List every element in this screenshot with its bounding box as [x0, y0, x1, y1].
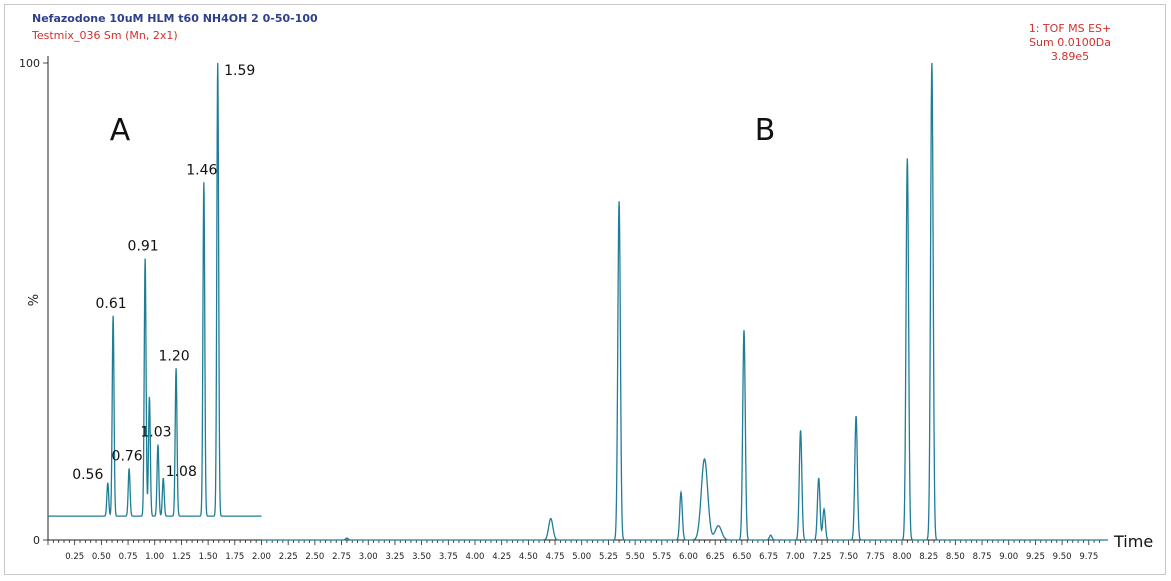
x-tick-label: 7.50 [839, 552, 858, 562]
x-tick-label: 0.25 [65, 552, 84, 562]
scan-function-label: 1: TOF MS ES+ [1028, 22, 1112, 35]
chromatogram-trace-a [48, 62, 262, 517]
x-tick-label: 8.50 [946, 552, 965, 562]
chart-subtitle: Testmix_036 Sm (Mn, 2x1) [32, 29, 178, 42]
x-tick-label: 2.00 [252, 552, 271, 562]
section-label-b: B [755, 113, 776, 148]
peak-label: 0.56 [72, 467, 103, 483]
peak-label: 0.76 [112, 448, 143, 464]
x-tick-label: 3.00 [359, 552, 378, 562]
peak-label: 1.08 [166, 464, 197, 480]
x-tick-label: 2.75 [332, 552, 351, 562]
x-tick-label: 7.75 [866, 552, 885, 562]
x-tick-label: 9.25 [1026, 552, 1045, 562]
chromatogram-trace-b [261, 62, 1108, 541]
x-tick-label: 6.25 [706, 552, 725, 562]
x-tick-label: 8.25 [919, 552, 938, 562]
x-tick-label: 5.25 [599, 552, 618, 562]
intensity-label: 3.89e5 [1050, 50, 1090, 63]
mass-window-label: Sum 0.0100Da [1029, 36, 1111, 49]
y-tick-label: 100 [19, 57, 40, 70]
x-tick-label: 4.00 [466, 552, 485, 562]
peak-label: 1.03 [140, 425, 171, 441]
x-tick-label: 7.00 [786, 552, 805, 562]
peak-label: 1.46 [186, 162, 217, 178]
x-tick-label: 5.00 [572, 552, 591, 562]
x-tick-label: 8.00 [893, 552, 912, 562]
x-tick-label: 2.50 [305, 552, 324, 562]
x-tick-label: 0.50 [92, 552, 111, 562]
x-axis-label: Time [1113, 532, 1153, 551]
x-tick-label: 9.50 [1053, 552, 1072, 562]
peak-label: 0.61 [96, 296, 127, 312]
x-tick-label: 8.75 [973, 552, 992, 562]
acquisition-info: 1: TOF MS ES+ Sum 0.0100Da 3.89e5 [1000, 22, 1140, 64]
x-tick-label: 9.75 [1079, 552, 1098, 562]
y-axis-label: % [27, 294, 42, 306]
peak-label: 0.91 [128, 239, 159, 255]
x-tick-label: 9.00 [999, 552, 1018, 562]
x-tick-label: 1.75 [225, 552, 244, 562]
x-tick-label: 4.25 [492, 552, 511, 562]
peak-labels: 0.56 0.61 0.76 0.91 1.03 1.08 1.20 1.46 1.59 [72, 63, 255, 483]
x-tick-label: 1.50 [199, 552, 218, 562]
x-tick-label: 5.50 [626, 552, 645, 562]
x-tick-label: 5.75 [652, 552, 671, 562]
x-tick-label: 0.75 [119, 552, 138, 562]
x-tick-label: 6.00 [679, 552, 698, 562]
x-tick-label: 7.25 [812, 552, 831, 562]
y-ticks: 0 100 [19, 57, 48, 547]
x-tick-label: 6.75 [759, 552, 778, 562]
x-tick-label: 4.50 [519, 552, 538, 562]
x-tick-label: 3.50 [412, 552, 431, 562]
peak-label: 1.20 [159, 348, 190, 364]
chart-title: Nefazodone 10uM HLM t60 NH4OH 2 0-50-100 [32, 12, 318, 25]
x-tick-label: 1.00 [145, 552, 164, 562]
x-tick-label: 3.25 [385, 552, 404, 562]
section-label-a: A [110, 113, 131, 148]
x-tick-label: 1.25 [172, 552, 191, 562]
x-tick-label: 3.75 [439, 552, 458, 562]
x-tick-label: 6.50 [732, 552, 751, 562]
x-ticks: 0.25 0.50 0.75 1.00 1.25 1.50 1.75 2.00 2.25 2.50… [47, 540, 1100, 562]
peak-label: 1.59 [224, 63, 255, 79]
chart-frame [4, 4, 1166, 575]
y-tick-label: 0 [33, 534, 40, 547]
x-tick-label: 4.75 [546, 552, 565, 562]
x-tick-label: 2.25 [279, 552, 298, 562]
